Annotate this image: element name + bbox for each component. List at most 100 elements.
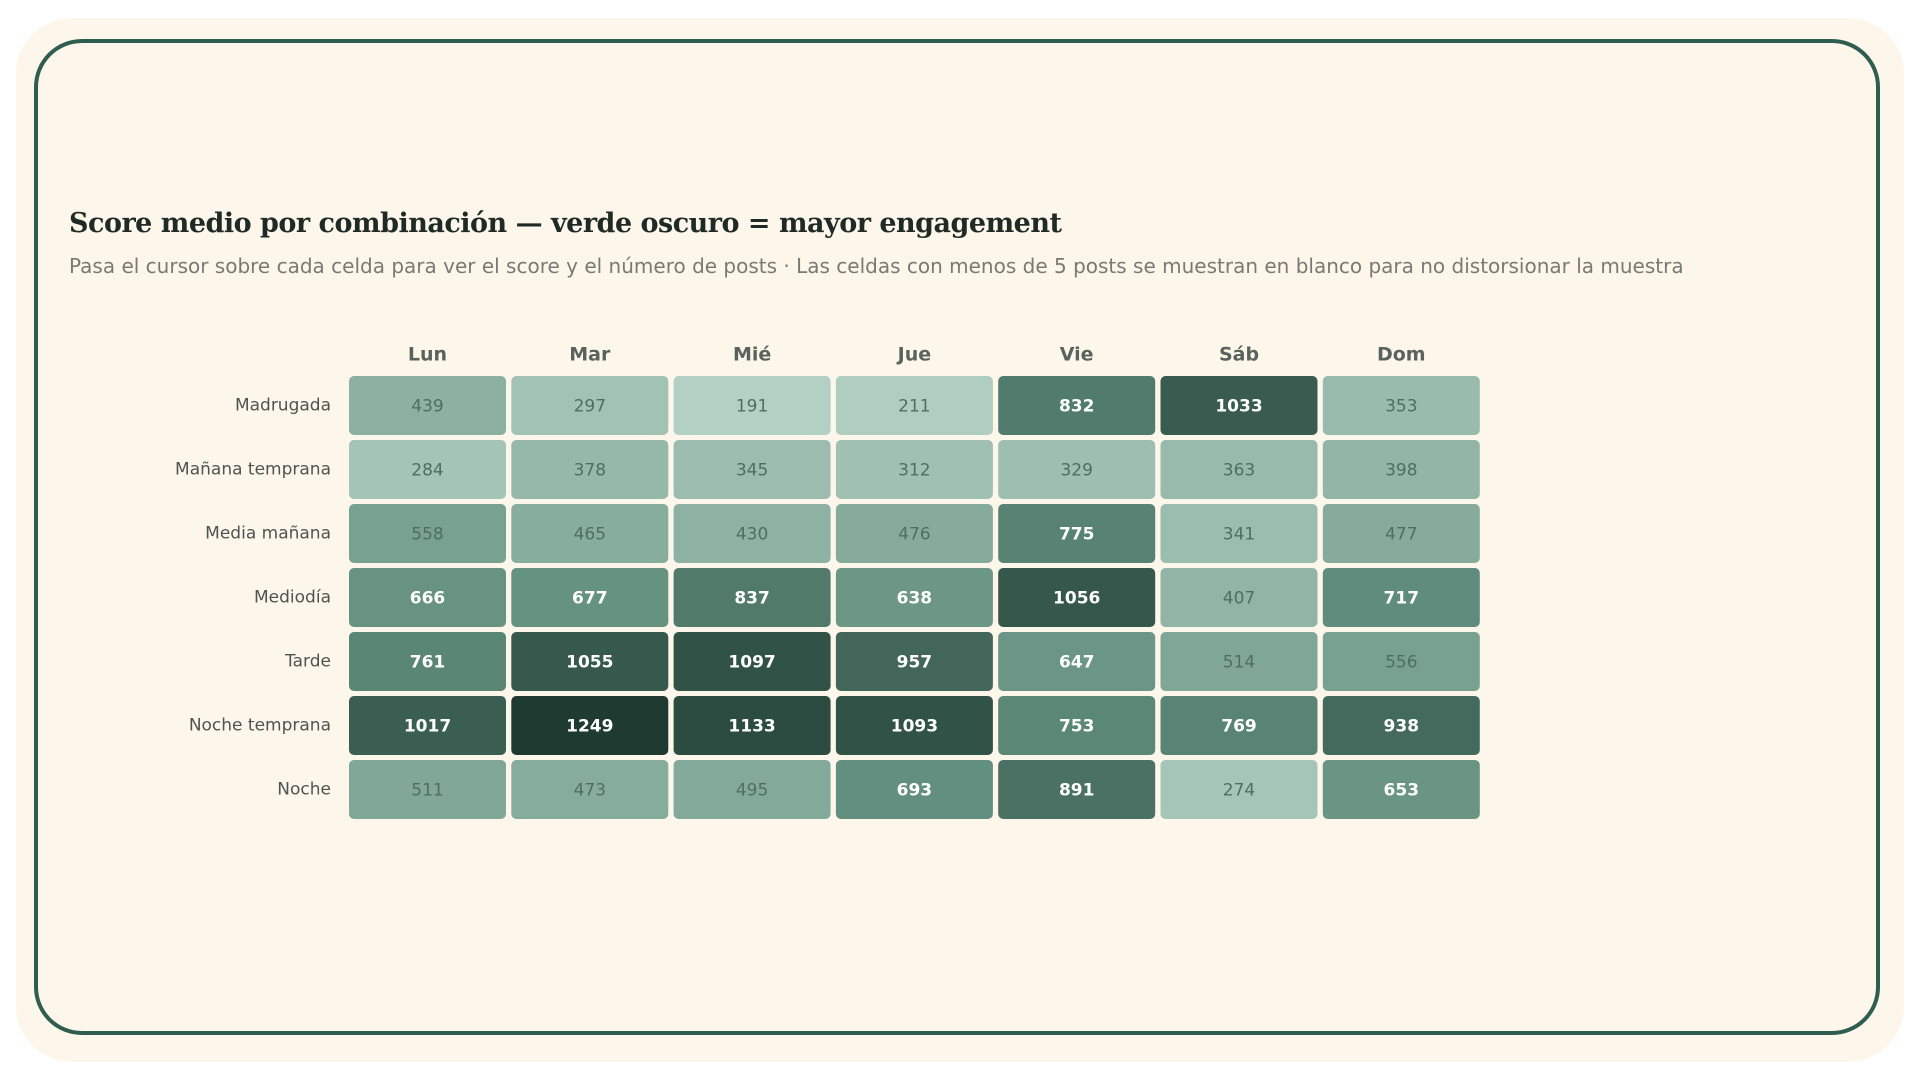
heatmap-cell[interactable] bbox=[511, 504, 669, 563]
heatmap-cell[interactable] bbox=[673, 760, 831, 819]
cell-value: 1055 bbox=[566, 653, 613, 673]
heatmap-cell[interactable] bbox=[349, 632, 506, 691]
cell-value: 558 bbox=[411, 525, 443, 545]
heatmap-cell[interactable] bbox=[1160, 696, 1318, 755]
heatmap-cell[interactable] bbox=[835, 376, 993, 435]
heatmap-cell[interactable] bbox=[349, 440, 506, 499]
cell-value: 439 bbox=[411, 397, 443, 417]
heatmap-cell[interactable] bbox=[511, 632, 669, 691]
cell-value: 1017 bbox=[404, 717, 451, 737]
cell-value: 430 bbox=[736, 525, 768, 545]
row-label: Tarde bbox=[284, 652, 331, 672]
heatmap-cell[interactable] bbox=[1322, 440, 1480, 499]
heatmap-cell[interactable] bbox=[349, 376, 506, 435]
heatmap-cell[interactable] bbox=[835, 632, 993, 691]
heatmap-cell[interactable] bbox=[673, 568, 831, 627]
heatmap-cell[interactable] bbox=[1160, 440, 1318, 499]
heatmap-cell[interactable] bbox=[1160, 376, 1318, 435]
chart-subtitle: Pasa el cursor sobre cada celda para ver… bbox=[69, 254, 1684, 278]
cell-value: 677 bbox=[572, 589, 608, 609]
heatmap-cell[interactable] bbox=[511, 440, 669, 499]
cell-value: 693 bbox=[897, 781, 933, 801]
cell-value: 465 bbox=[574, 525, 606, 545]
heatmap-cell[interactable] bbox=[835, 696, 993, 755]
cell-value: 938 bbox=[1384, 717, 1420, 737]
cell-value: 556 bbox=[1385, 653, 1417, 673]
cell-value: 378 bbox=[574, 461, 606, 481]
cell-value: 476 bbox=[898, 525, 930, 545]
heatmap-cell[interactable] bbox=[673, 504, 831, 563]
cell-value: 329 bbox=[1060, 461, 1092, 481]
cell-value: 717 bbox=[1384, 589, 1420, 609]
cell-value: 495 bbox=[736, 781, 768, 801]
cell-value: 297 bbox=[574, 397, 606, 417]
row-label: Madrugada bbox=[235, 396, 331, 416]
cell-value: 647 bbox=[1059, 653, 1095, 673]
cell-value: 775 bbox=[1059, 525, 1095, 545]
cell-value: 191 bbox=[736, 397, 768, 417]
cell-value: 511 bbox=[411, 781, 443, 801]
cell-value: 345 bbox=[736, 461, 768, 481]
heatmap-cell[interactable] bbox=[998, 632, 1156, 691]
heatmap-cell[interactable] bbox=[1322, 504, 1480, 563]
frame bbox=[34, 39, 1880, 1035]
heatmap-cell[interactable] bbox=[349, 696, 506, 755]
heatmap-cell[interactable] bbox=[998, 760, 1156, 819]
heatmap-cell[interactable] bbox=[998, 568, 1156, 627]
cell-value: 769 bbox=[1221, 717, 1257, 737]
heatmap-cell[interactable] bbox=[673, 440, 831, 499]
cell-value: 837 bbox=[734, 589, 770, 609]
chart-title: Score medio por combinación — verde oscu… bbox=[69, 208, 1062, 239]
cell-value: 653 bbox=[1384, 781, 1420, 801]
heatmap-cell[interactable] bbox=[998, 376, 1156, 435]
heatmap-cell[interactable] bbox=[998, 440, 1156, 499]
heatmap-cell[interactable] bbox=[998, 696, 1156, 755]
column-label: Lun bbox=[408, 344, 447, 366]
heatmap-cell[interactable] bbox=[1322, 376, 1480, 435]
cell-value: 638 bbox=[897, 589, 933, 609]
heatmap-cell[interactable] bbox=[835, 440, 993, 499]
cell-value: 1093 bbox=[891, 717, 938, 737]
cell-value: 211 bbox=[898, 397, 930, 417]
cell-value: 353 bbox=[1385, 397, 1417, 417]
heatmap-cell[interactable] bbox=[673, 632, 831, 691]
cell-value: 666 bbox=[410, 589, 446, 609]
heatmap-cell[interactable] bbox=[1160, 568, 1318, 627]
heatmap-cell[interactable] bbox=[1160, 504, 1318, 563]
heatmap-cell[interactable] bbox=[1160, 632, 1318, 691]
cell-value: 753 bbox=[1059, 717, 1095, 737]
cell-value: 514 bbox=[1223, 653, 1255, 673]
heatmap-cell[interactable] bbox=[673, 376, 831, 435]
heatmap-cell[interactable] bbox=[835, 760, 993, 819]
cell-value: 891 bbox=[1059, 781, 1095, 801]
cell-value: 1097 bbox=[728, 653, 775, 673]
heatmap-cell[interactable] bbox=[349, 504, 506, 563]
heatmap-cell[interactable] bbox=[998, 504, 1156, 563]
row-label: Noche bbox=[277, 780, 331, 800]
heatmap-cell[interactable] bbox=[1322, 632, 1480, 691]
cell-value: 398 bbox=[1385, 461, 1417, 481]
heatmap-cell[interactable] bbox=[511, 696, 669, 755]
cell-value: 1133 bbox=[728, 717, 775, 737]
heatmap-cell[interactable] bbox=[349, 760, 506, 819]
cell-value: 274 bbox=[1223, 781, 1255, 801]
cell-value: 1033 bbox=[1215, 397, 1262, 417]
heatmap-cell[interactable] bbox=[835, 504, 993, 563]
heatmap-cell[interactable] bbox=[673, 696, 831, 755]
heatmap-cell[interactable] bbox=[1322, 760, 1480, 819]
heatmap-cell[interactable] bbox=[835, 568, 993, 627]
heatmap-cell[interactable] bbox=[349, 568, 506, 627]
heatmap-cell[interactable] bbox=[511, 376, 669, 435]
cell-value: 1056 bbox=[1053, 589, 1100, 609]
heatmap-cell[interactable] bbox=[1160, 760, 1318, 819]
row-label: Media mañana bbox=[205, 524, 331, 544]
heatmap-cell[interactable] bbox=[511, 568, 669, 627]
heatmap-cell[interactable] bbox=[1322, 568, 1480, 627]
heatmap-cell[interactable] bbox=[511, 760, 669, 819]
row-label: Mediodía bbox=[254, 588, 331, 608]
cell-value: 1249 bbox=[566, 717, 613, 737]
heatmap-cell[interactable] bbox=[1322, 696, 1480, 755]
cell-value: 477 bbox=[1385, 525, 1417, 545]
